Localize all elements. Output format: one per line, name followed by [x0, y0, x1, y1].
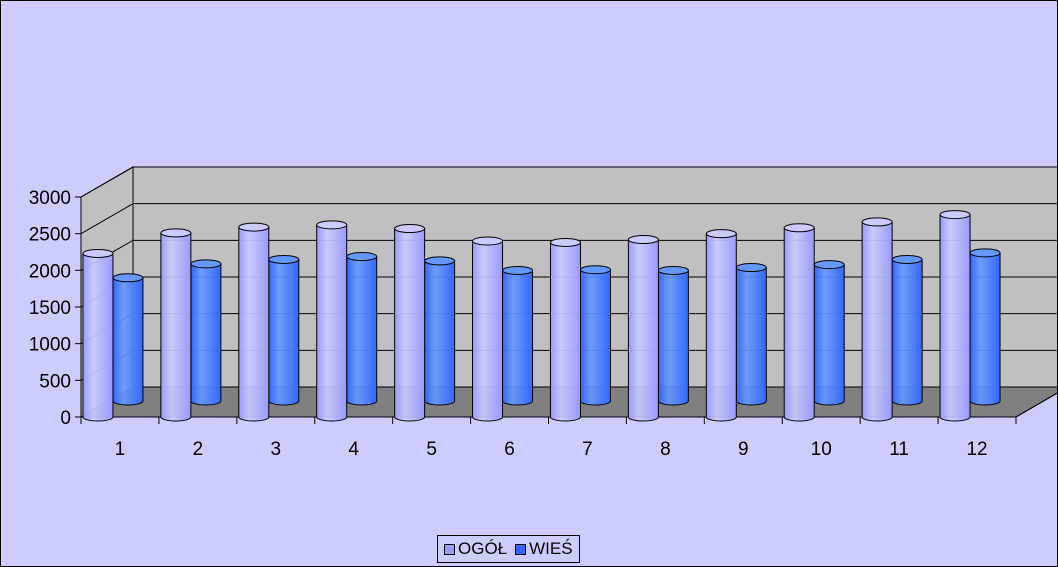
- axes: [75, 196, 1057, 424]
- bar-top-ogol-3: [238, 222, 270, 232]
- x-tick-label: 1: [115, 439, 126, 460]
- bar-wies-8: [657, 269, 689, 406]
- bar-top-ogol-4: [316, 220, 348, 230]
- y-tick-label: 3000: [29, 188, 71, 209]
- x-tick-labels: 1 2 3 4 5 6 7 8 9 10 11 12: [115, 439, 988, 460]
- bar-wies-1: [112, 277, 144, 406]
- legend: OGÓŁ WIEŚ: [437, 535, 580, 563]
- bar-top-wies-5: [424, 256, 456, 266]
- bar-top-ogol-5: [394, 224, 426, 234]
- bar-ogol-12: [939, 214, 971, 422]
- legend-item-wies: WIEŚ: [515, 539, 573, 559]
- bar-ogol-2: [160, 232, 192, 422]
- bar-wies-12: [969, 252, 1001, 406]
- x-tick-label: 10: [811, 439, 832, 460]
- x-tick-label: 6: [504, 439, 515, 460]
- bar-top-ogol-7: [549, 237, 581, 247]
- bar-top-wies-11: [891, 254, 923, 264]
- bar-wies-9: [735, 267, 767, 406]
- bars: [82, 210, 1001, 422]
- y-tick-label: 1500: [29, 298, 71, 319]
- y-tick-labels: 0 500 1000 1500 2000 2500 3000: [29, 188, 71, 429]
- bar-ogol-5: [394, 228, 426, 422]
- y-tick-label: 2500: [29, 225, 71, 246]
- bar-top-ogol-1: [82, 248, 114, 258]
- bar-ogol-3: [238, 226, 270, 422]
- bar-top-wies-12: [969, 248, 1001, 258]
- y-tick-label: 500: [39, 371, 71, 392]
- legend-label-wies: WIEŚ: [529, 539, 573, 558]
- bar-wies-7: [579, 269, 611, 406]
- x-tick-label: 3: [271, 439, 282, 460]
- x-tick-label: 12: [966, 439, 987, 460]
- bar-wies-3: [268, 258, 300, 406]
- x-tick-label: 7: [582, 439, 593, 460]
- legend-label-ogol: OGÓŁ: [458, 539, 508, 558]
- bar-wies-11: [891, 258, 923, 406]
- bar-ogol-4: [316, 224, 348, 422]
- bar-wies-5: [424, 260, 456, 406]
- x-tick-label: 8: [660, 439, 671, 460]
- bar-wies-6: [502, 269, 534, 406]
- bar-top-ogol-12: [939, 210, 971, 220]
- bar-wies-4: [346, 256, 378, 406]
- legend-swatch-wies: [515, 543, 527, 555]
- bar-top-wies-10: [813, 260, 845, 270]
- gridline: [80, 166, 1057, 198]
- bar-top-ogol-8: [627, 235, 659, 245]
- y-tick-label: 2000: [29, 261, 71, 282]
- x-tick-label: 2: [193, 439, 204, 460]
- y-tick-label: 0: [60, 408, 71, 429]
- x-tick-label: 4: [348, 439, 359, 460]
- bar-top-ogol-6: [472, 236, 504, 246]
- floor-edge: [1015, 392, 1057, 418]
- bar-ogol-6: [472, 240, 504, 422]
- bar-ogol-7: [549, 241, 581, 422]
- bar-top-wies-8: [657, 265, 689, 275]
- x-tick-label: 11: [889, 439, 909, 460]
- bar-top-ogol-11: [861, 217, 893, 227]
- bar-ogol-11: [861, 221, 893, 422]
- bar-ogol-1: [82, 252, 114, 422]
- bar-top-wies-6: [502, 265, 534, 275]
- bar-top-ogol-9: [705, 229, 737, 239]
- y-tick-label: 1000: [29, 335, 71, 356]
- x-tick-label: 9: [738, 439, 749, 460]
- bar-ogol-9: [705, 233, 737, 422]
- legend-item-ogol: OGÓŁ: [444, 539, 507, 559]
- bar-top-wies-4: [346, 252, 378, 262]
- legend-swatch-ogol: [444, 543, 455, 555]
- bar-top-ogol-2: [160, 228, 192, 238]
- bar-top-wies-2: [190, 259, 222, 269]
- bar-top-wies-9: [735, 263, 767, 273]
- x-tick-label: 5: [426, 439, 437, 460]
- bar-wies-2: [190, 263, 222, 406]
- bar-ogol-10: [783, 227, 815, 422]
- gridline: [80, 203, 1057, 235]
- bar-wies-10: [813, 264, 845, 406]
- bar-top-wies-3: [268, 254, 300, 264]
- bar-top-wies-1: [112, 273, 144, 283]
- bar-ogol-8: [627, 239, 659, 422]
- bar-top-wies-7: [579, 265, 611, 275]
- bar-top-ogol-10: [783, 223, 815, 233]
